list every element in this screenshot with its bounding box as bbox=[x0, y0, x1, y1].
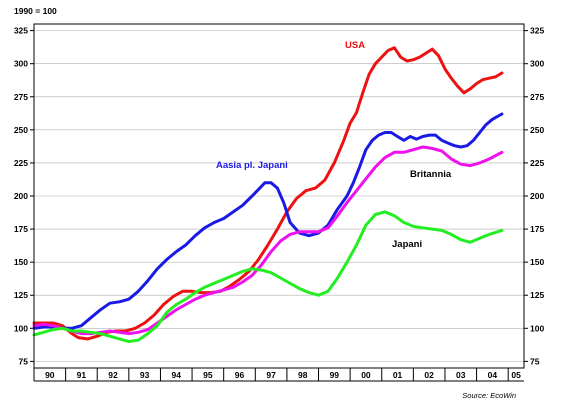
y-tick-label: 100 bbox=[530, 323, 544, 333]
y-tick-label: 250 bbox=[530, 125, 544, 135]
x-tick-label: 90 bbox=[45, 370, 55, 380]
index-note: 1990 = 100 bbox=[14, 6, 57, 16]
x-tick-label: 02 bbox=[424, 370, 434, 380]
y-axis-right: 75 100 125 150 175 200 225 250 275 300 325 bbox=[524, 26, 544, 366]
y-tick-label: 150 bbox=[14, 257, 28, 267]
gridlines bbox=[34, 30, 524, 362]
series-label-usa: USA bbox=[345, 40, 365, 51]
x-tick-label: 93 bbox=[140, 370, 150, 380]
series-line-japani bbox=[32, 210, 504, 343]
series-labels: USA Aasia pl. Japani Britannia Japani bbox=[216, 40, 452, 250]
y-tick-label: 75 bbox=[19, 356, 29, 366]
y-tick-label: 125 bbox=[530, 290, 544, 300]
y-tick-label: 125 bbox=[14, 290, 28, 300]
x-tick-label: 00 bbox=[361, 370, 371, 380]
series-line-britannia bbox=[32, 145, 504, 336]
x-tick-label: 03 bbox=[456, 370, 466, 380]
x-tick-label: 92 bbox=[108, 370, 118, 380]
y-tick-label: 225 bbox=[530, 158, 544, 168]
x-tick-label: 04 bbox=[488, 370, 498, 380]
y-tick-label: 200 bbox=[14, 191, 28, 201]
y-tick-label: 275 bbox=[530, 92, 544, 102]
y-tick-label: 175 bbox=[14, 224, 28, 234]
plot-frame bbox=[33, 23, 525, 369]
x-tick-label: 94 bbox=[172, 370, 182, 380]
x-tick-label: 98 bbox=[298, 370, 308, 380]
source-note: Source: EcoWin bbox=[462, 391, 516, 400]
series-label-japani: Japani bbox=[392, 239, 422, 250]
x-tick-label: 01 bbox=[393, 370, 403, 380]
y-tick-label: 300 bbox=[14, 59, 28, 69]
x-tick-label: 05 bbox=[511, 370, 521, 380]
series-lines bbox=[32, 46, 504, 343]
y-tick-label: 325 bbox=[14, 26, 28, 36]
series-line-usa bbox=[32, 46, 504, 341]
series-line-aasia-pl-japani bbox=[32, 112, 504, 330]
series-label-britannia: Britannia bbox=[410, 169, 452, 180]
y-tick-label: 300 bbox=[530, 59, 544, 69]
x-tick-label: 99 bbox=[330, 370, 340, 380]
y-tick-label: 275 bbox=[14, 92, 28, 102]
x-axis: 90 91 92 93 94 95 96 97 98 99 00 01 02 03 04 05 bbox=[33, 368, 524, 382]
y-tick-label: 175 bbox=[530, 224, 544, 234]
x-tick-label: 91 bbox=[77, 370, 87, 380]
y-axis-left: 75 100 125 150 175 200 225 250 275 300 325 bbox=[14, 26, 34, 366]
y-tick-label: 250 bbox=[14, 125, 28, 135]
y-tick-label: 150 bbox=[530, 257, 544, 267]
y-tick-label: 200 bbox=[530, 191, 544, 201]
y-tick-label: 325 bbox=[530, 26, 544, 36]
series-label-asia: Aasia pl. Japani bbox=[216, 160, 288, 171]
x-tick-label: 95 bbox=[203, 370, 213, 380]
x-tick-label: 97 bbox=[266, 370, 276, 380]
y-tick-label: 225 bbox=[14, 158, 28, 168]
y-tick-label: 100 bbox=[14, 323, 28, 333]
y-tick-label: 75 bbox=[530, 356, 540, 366]
x-tick-label: 96 bbox=[235, 370, 245, 380]
